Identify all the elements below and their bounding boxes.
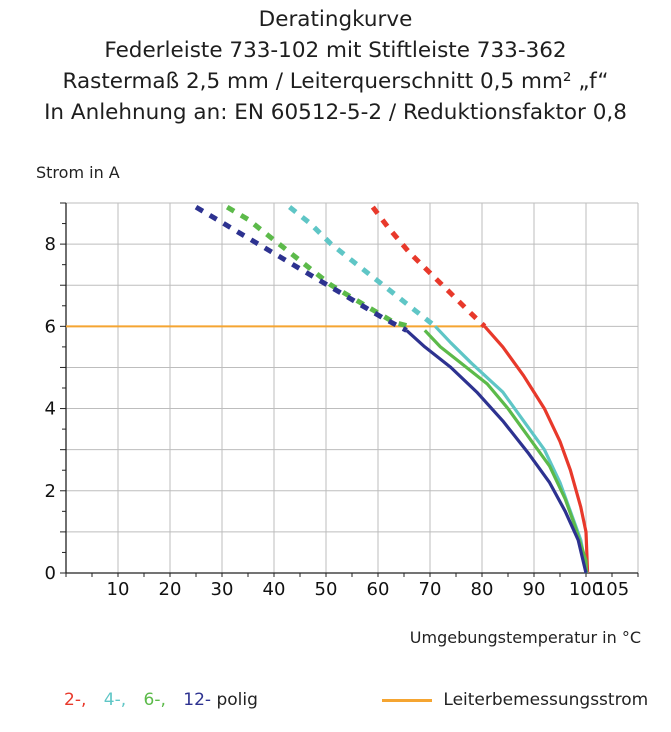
y-tick-label-0: 0 (45, 563, 56, 584)
x-axis-label: Umgebungstemperatur in °C (409, 628, 641, 647)
x-tick-label-60: 60 (367, 579, 390, 600)
x-tick-label-20: 20 (159, 579, 182, 600)
reference-legend-swatch (382, 698, 432, 702)
y-tick-label-2: 2 (45, 481, 56, 502)
y-tick-label-4: 4 (45, 399, 56, 420)
series-6-dashed-line (225, 204, 410, 329)
legend-item-6-polig: 6-, (143, 690, 166, 710)
chart-title-block: Deratingkurve Federleiste 733-102 mit St… (0, 4, 671, 128)
legend-item-2-polig: 2-, (64, 690, 87, 710)
legend-suffix: polig (216, 690, 258, 710)
x-tick-label-50: 50 (315, 579, 338, 600)
legend-item-12-polig: 12- (183, 690, 212, 710)
x-tick-label-70: 70 (419, 579, 442, 600)
chart-title-line-3: Rastermaß 2,5 mm / Leiterquerschnitt 0,5… (62, 69, 609, 94)
series-2-solid-line (483, 325, 590, 574)
series-12-solid-line (405, 329, 588, 574)
x-tick-label-10: 10 (107, 579, 130, 600)
x-tick-label-80: 80 (471, 579, 494, 600)
reference-legend: Leiterbemessungsstrom (382, 690, 648, 710)
y-axis-label: Strom in A (36, 163, 120, 182)
chart-title-line-4: In Anlehnung an: EN 60512-5-2 / Reduktio… (44, 100, 627, 125)
x-tick-label-30: 30 (211, 579, 234, 600)
x-tick-label-40: 40 (263, 579, 286, 600)
x-tick-label-90: 90 (523, 579, 546, 600)
x-tick-label-105: 105 (595, 579, 629, 600)
legend-item-4-polig: 4-, (103, 690, 127, 710)
reference-legend-label: Leiterbemessungsstrom (443, 690, 649, 710)
chart-title-line-2: Federleiste 733-102 mit Stiftleiste 733-… (104, 38, 567, 63)
series-2-dashed-line (370, 205, 487, 329)
chart-title-line-1: Deratingkurve (258, 7, 413, 32)
y-tick-label-8: 8 (45, 234, 56, 255)
x-tick-label-100: 100 (569, 579, 603, 600)
series-legend: 2-, 4-, 6-, 12- polig (64, 690, 258, 710)
y-tick-label-6: 6 (45, 316, 56, 337)
